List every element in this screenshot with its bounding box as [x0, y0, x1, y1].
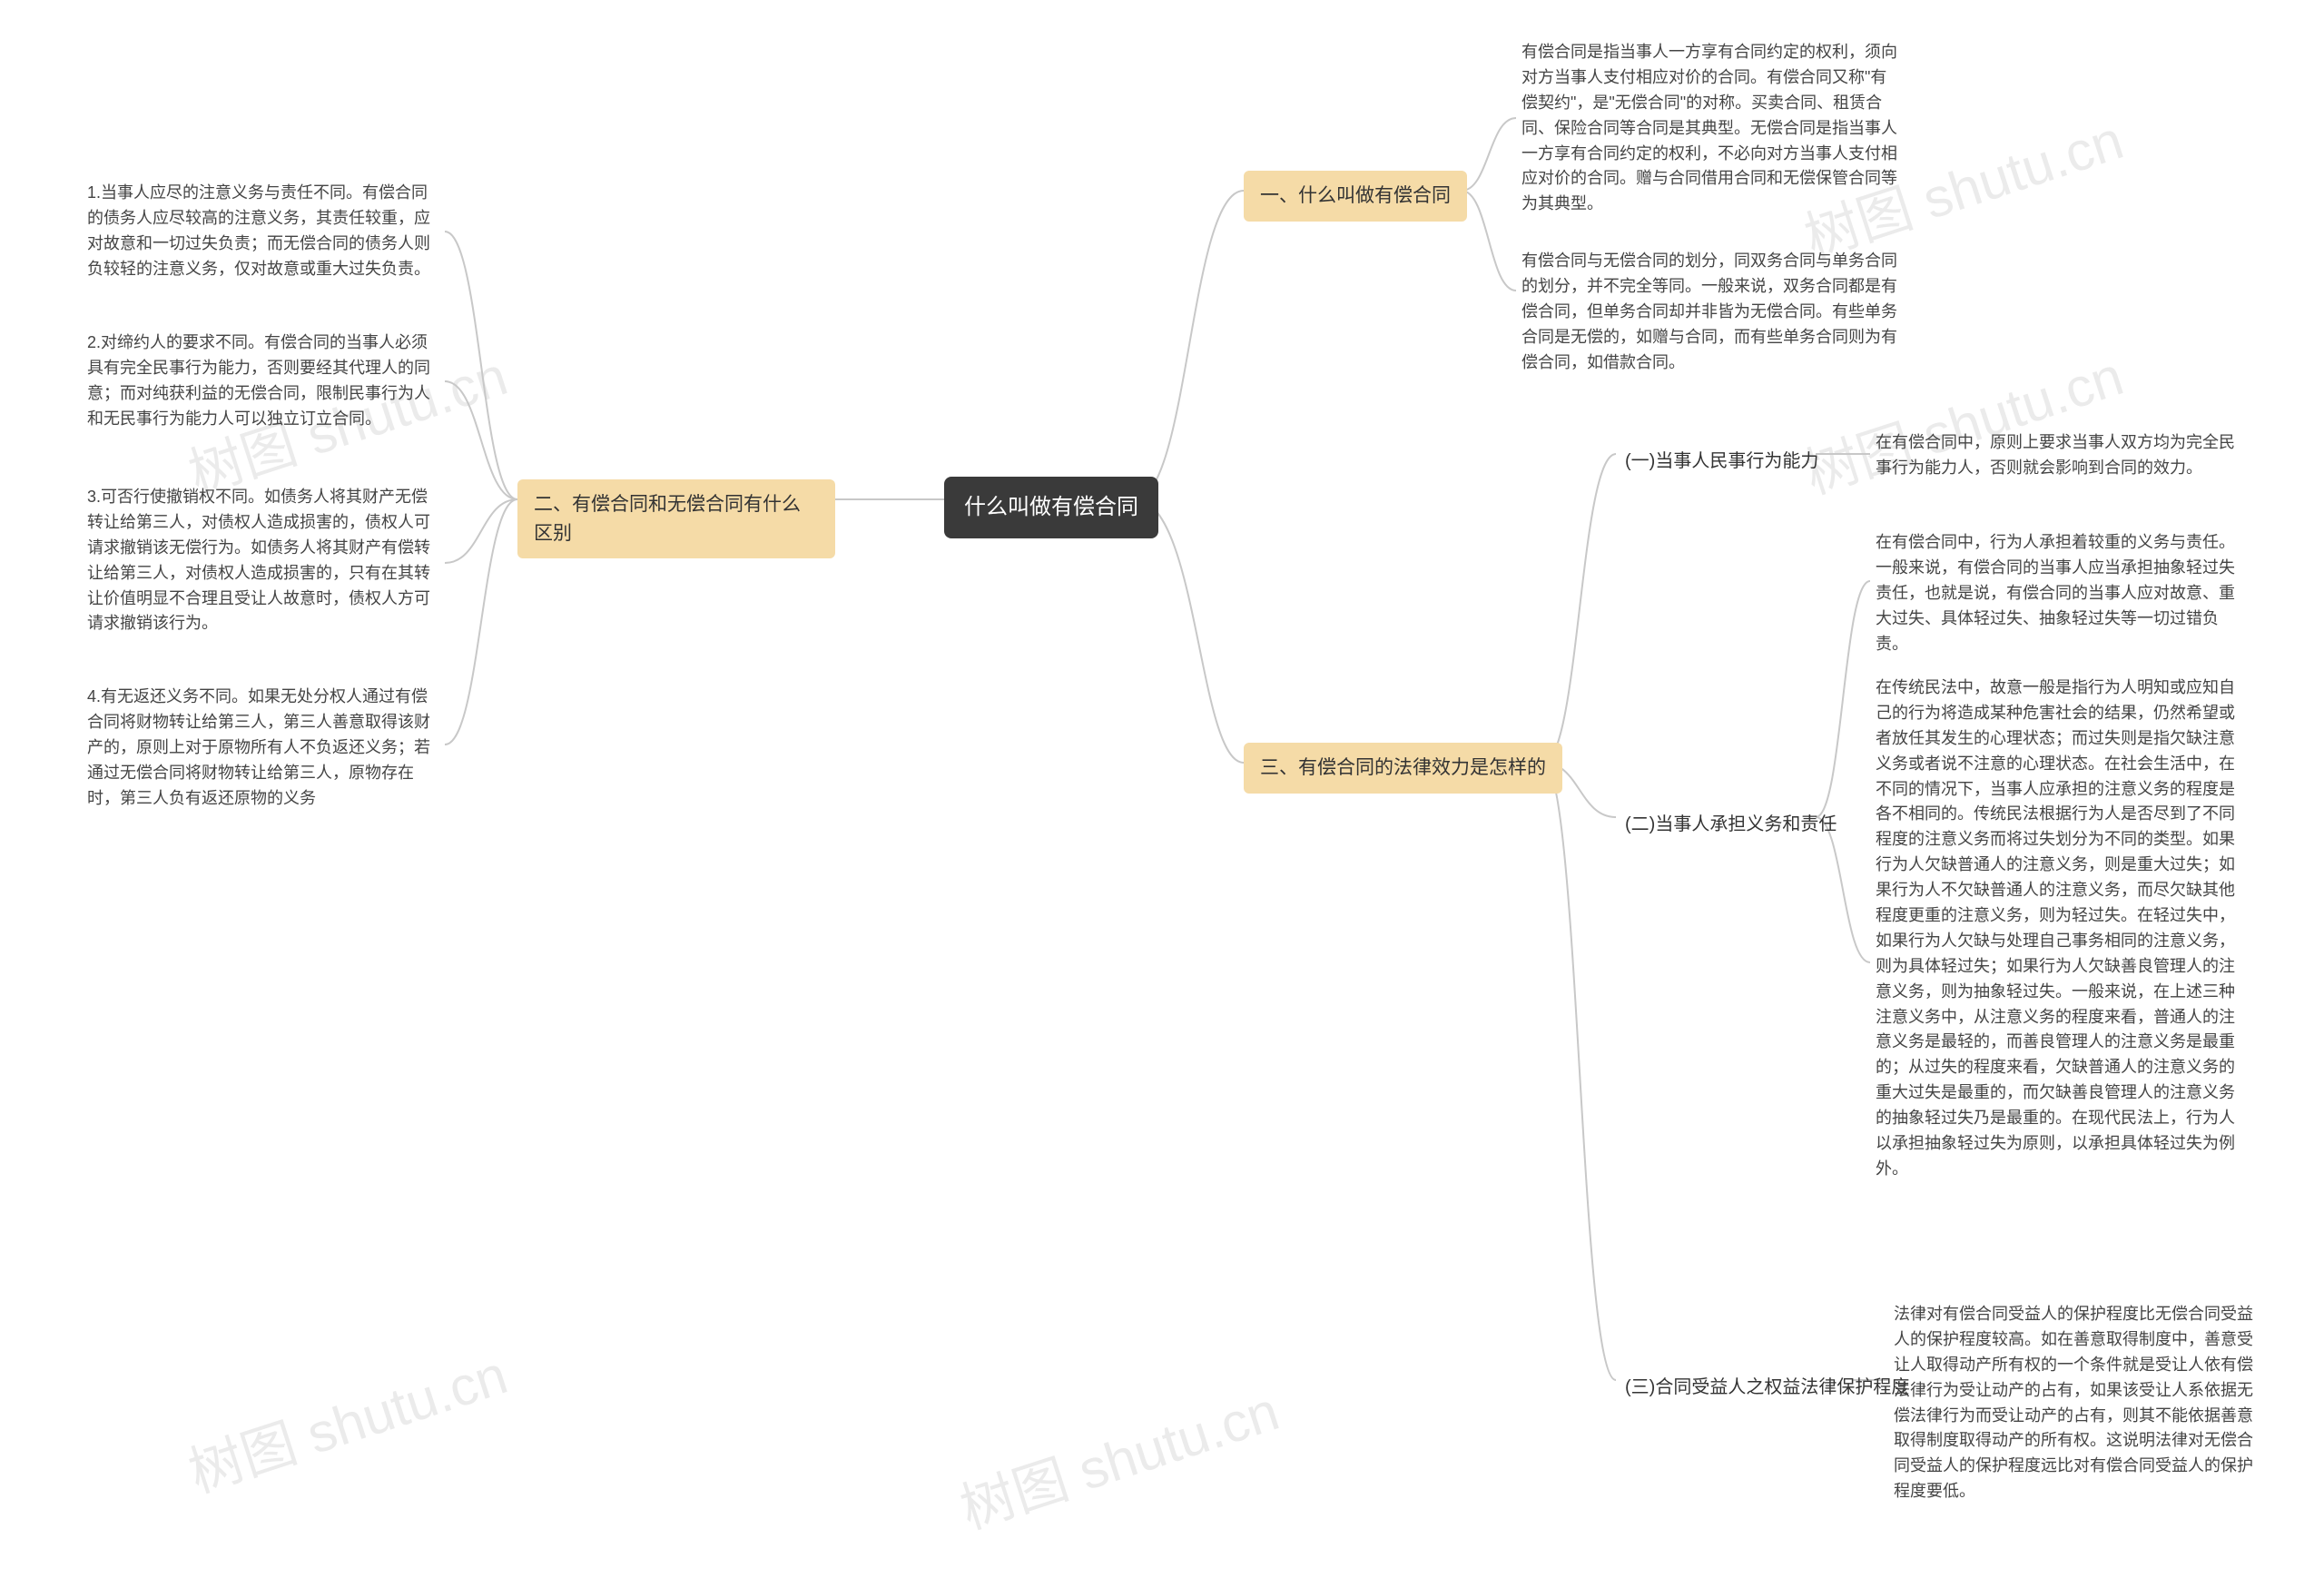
branch-1-leaf-1: 有偿合同是指当事人一方享有合同约定的权利，须向对方当事人支付相应对价的合同。有偿…	[1516, 36, 1906, 221]
branch-3-sub-1: (一)当事人民事行为能力	[1616, 440, 1827, 482]
branch-3-sub-3: (三)合同受益人之权益法律保护程度	[1616, 1366, 1918, 1408]
branch-2-leaf-3: 3.可否行使撤销权不同。如债务人将其财产无偿转让给第三人，对债权人造成损害的，债…	[82, 481, 445, 640]
branch-2-leaf-2: 2.对缔约人的要求不同。有偿合同的当事人必须具有完全民事行为能力，否则要经其代理…	[82, 327, 445, 436]
watermark: 树图 shutu.cn	[949, 1367, 1287, 1544]
watermark: 树图 shutu.cn	[177, 1331, 516, 1508]
root-node: 什么叫做有偿合同	[944, 477, 1158, 538]
branch-3: 三、有偿合同的法律效力是怎样的	[1244, 743, 1562, 794]
branch-1: 一、什么叫做有偿合同	[1244, 171, 1467, 222]
branch-2-leaf-1: 1.当事人应尽的注意义务与责任不同。有偿合同的债务人应尽较高的注意义务，其责任较…	[82, 177, 445, 286]
branch-2-leaf-4: 4.有无返还义务不同。如果无处分权人通过有偿合同将财物转让给第三人，第三人善意取…	[82, 681, 445, 814]
branch-2: 二、有偿合同和无偿合同有什么区别	[517, 479, 835, 558]
branch-3-sub-2: (二)当事人承担义务和责任	[1616, 804, 1846, 845]
branch-3-sub-2-leaf-1: 在有偿合同中，行为人承担着较重的义务与责任。一般来说，有偿合同的当事人应当承担抽…	[1870, 527, 2251, 660]
branch-3-sub-3-leaf-1: 法律对有偿合同受益人的保护程度比无偿合同受益人的保护程度较高。如在善意取得制度中…	[1888, 1298, 2270, 1508]
mindmap-canvas: 树图 shutu.cn 树图 shutu.cn 树图 shutu.cn 树图 s…	[0, 0, 2324, 1578]
branch-3-sub-2-leaf-2: 在传统民法中，故意一般是指行为人明知或应知自己的行为将造成某种危害社会的结果，仍…	[1870, 672, 2251, 1186]
branch-3-sub-1-leaf-1: 在有偿合同中，原则上要求当事人双方均为完全民事行为能力人，否则就会影响到合同的效…	[1870, 427, 2251, 485]
branch-1-leaf-2: 有偿合同与无偿合同的划分，同双务合同与单务合同的划分，并不完全等同。一般来说，双…	[1516, 245, 1906, 379]
